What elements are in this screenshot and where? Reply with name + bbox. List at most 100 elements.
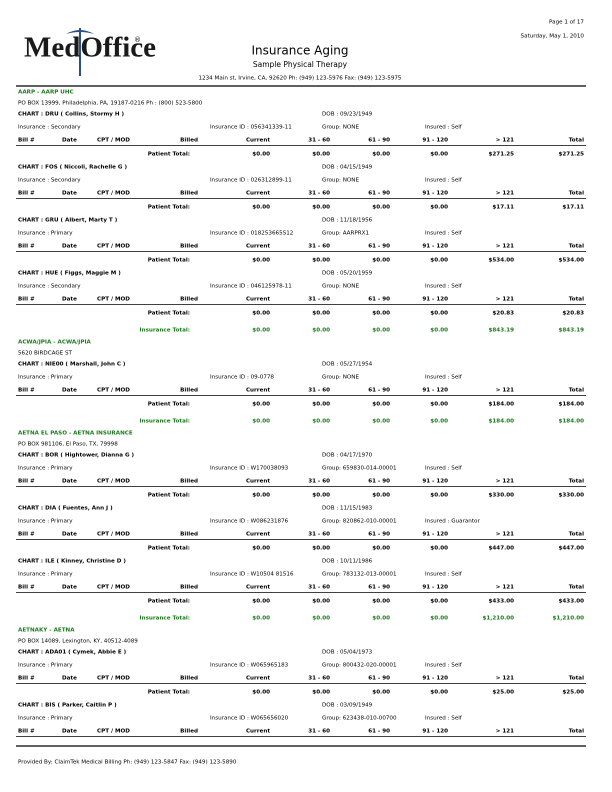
- patient-total: $0.00: [430, 690, 448, 696]
- column-header: Current: [246, 585, 270, 591]
- dob: DOB : 03/09/1949: [322, 703, 373, 709]
- patient-total: $0.00: [312, 152, 330, 158]
- group-number: Group: NONE: [322, 284, 359, 290]
- column-header: 91 - 120: [422, 138, 448, 144]
- insurance-address: 5620 BIRDCAGE ST: [18, 351, 73, 357]
- column-header: CPT / MOD: [97, 479, 130, 485]
- insurance-type: Insurance : Secondary: [18, 178, 81, 184]
- patient-total: $0.00: [312, 599, 330, 605]
- insurance-address: PO BOX 981106, El Paso, TX, 79998: [18, 442, 118, 448]
- column-header: Date: [62, 388, 77, 394]
- dob: DOB : 09/23/1949: [322, 112, 373, 118]
- report-date: Saturday, May 1, 2010: [521, 34, 585, 40]
- practice-name: Sample Physical Therapy: [253, 60, 348, 69]
- column-header: Current: [246, 532, 270, 538]
- insurance-id: Insurance ID : 018253665S12: [210, 231, 293, 237]
- patient-total: $0.00: [430, 311, 448, 317]
- chart-line: CHART : DRU ( Collins, Stormy H ): [18, 112, 125, 118]
- column-header: CPT / MOD: [97, 191, 130, 197]
- patient-total: $25.00: [492, 690, 514, 696]
- patient-total: $330.00: [559, 493, 585, 499]
- insurance-total: $0.00: [312, 419, 330, 425]
- column-header: > 121: [496, 244, 514, 250]
- column-header: Bill #: [18, 297, 35, 303]
- column-header: CPT / MOD: [97, 388, 130, 394]
- group-number: Group: NONE: [322, 375, 359, 381]
- patient-total: $0.00: [312, 311, 330, 317]
- column-header: 61 - 90: [368, 388, 390, 394]
- logo-mark: ®: [134, 36, 141, 44]
- patient-total: $0.00: [372, 493, 390, 499]
- dob: DOB : 10/11/1986: [322, 559, 373, 565]
- column-header: > 121: [496, 191, 514, 197]
- column-header: 31 - 60: [308, 585, 330, 591]
- insurance-id: Insurance ID : W086231876: [210, 519, 289, 525]
- patient-total: $0.00: [372, 311, 390, 317]
- insured: Insured : Guarantor: [425, 519, 480, 525]
- column-header: Date: [62, 191, 77, 197]
- column-header: > 121: [496, 676, 514, 682]
- patient-total: $17.11: [492, 205, 514, 211]
- footer-text: Provided By: ClaimTek Medical Billing Ph…: [18, 760, 237, 766]
- chart-line: CHART : ADA01 ( Cymek, Abbie E ): [18, 650, 127, 656]
- insured: Insured : Self: [425, 125, 463, 131]
- column-header: Current: [246, 729, 270, 735]
- patient-total-label: Patient Total:: [148, 599, 190, 605]
- column-header: Bill #: [18, 244, 35, 250]
- insured: Insured : Self: [425, 284, 463, 290]
- dob: DOB : 05/27/1954: [322, 362, 373, 368]
- patient-total: $0.00: [252, 690, 270, 696]
- column-header: 91 - 120: [422, 729, 448, 735]
- patient-total-label: Patient Total:: [148, 402, 190, 408]
- column-header: 61 - 90: [368, 138, 390, 144]
- insurance-name: AETNA EL PASO - AETNA INSURANCE: [18, 431, 133, 437]
- dob: DOB : 05/20/1959: [322, 271, 373, 277]
- column-header: Billed: [180, 676, 198, 682]
- patient-total: $17.11: [562, 205, 584, 211]
- dob: DOB : 04/15/1949: [322, 165, 373, 171]
- insurance-type: Insurance : Primary: [18, 716, 73, 722]
- column-header: Date: [62, 585, 77, 591]
- insurance-total: $0.00: [252, 616, 270, 622]
- chart-line: CHART : GRU ( Albert, Marty T ): [18, 218, 118, 224]
- insurance-total: $0.00: [252, 419, 270, 425]
- insurance-total: $0.00: [372, 616, 390, 622]
- group-number: Group: 800432-020-00001: [322, 663, 397, 669]
- insurance-type: Insurance : Primary: [18, 375, 73, 381]
- patient-total: $447.00: [559, 546, 585, 552]
- column-header: Total: [569, 532, 584, 538]
- group-number: Group: AARPRX1: [322, 231, 369, 237]
- column-header: Date: [62, 729, 77, 735]
- patient-total: $0.00: [312, 690, 330, 696]
- insurance-total-label: Insurance Total:: [140, 616, 190, 622]
- column-header: Billed: [180, 244, 198, 250]
- insured: Insured : Self: [425, 572, 463, 578]
- column-header: 61 - 90: [368, 479, 390, 485]
- insurance-id: Insurance ID : 046125978-11: [210, 284, 292, 290]
- insured: Insured : Self: [425, 178, 463, 184]
- column-header: Bill #: [18, 479, 35, 485]
- insurance-type: Insurance : Secondary: [18, 284, 81, 290]
- patient-total: $20.83: [492, 311, 514, 317]
- column-header: > 121: [496, 729, 514, 735]
- insurance-id: Insurance ID : 026312899-11: [210, 178, 292, 184]
- dob: DOB : 04/17/1970: [322, 453, 373, 459]
- insured: Insured : Self: [425, 231, 463, 237]
- column-header: 91 - 120: [422, 532, 448, 538]
- column-header: CPT / MOD: [97, 297, 130, 303]
- insured: Insured : Self: [425, 466, 463, 472]
- insurance-total: $0.00: [252, 328, 270, 334]
- column-header: CPT / MOD: [97, 585, 130, 591]
- insurance-total: $0.00: [372, 419, 390, 425]
- dob: DOB : 11/15/1983: [322, 506, 373, 512]
- column-header: Total: [569, 585, 584, 591]
- insurance-total: $1,210.00: [553, 616, 585, 622]
- logo-wings: [66, 30, 94, 34]
- patient-total: $0.00: [252, 493, 270, 499]
- column-header: Total: [569, 244, 584, 250]
- column-header: Bill #: [18, 676, 35, 682]
- insurance-type: Insurance : Primary: [18, 519, 73, 525]
- chart-line: CHART : DIA ( Fuentes, Ann J ): [18, 506, 113, 512]
- patient-total: $0.00: [372, 599, 390, 605]
